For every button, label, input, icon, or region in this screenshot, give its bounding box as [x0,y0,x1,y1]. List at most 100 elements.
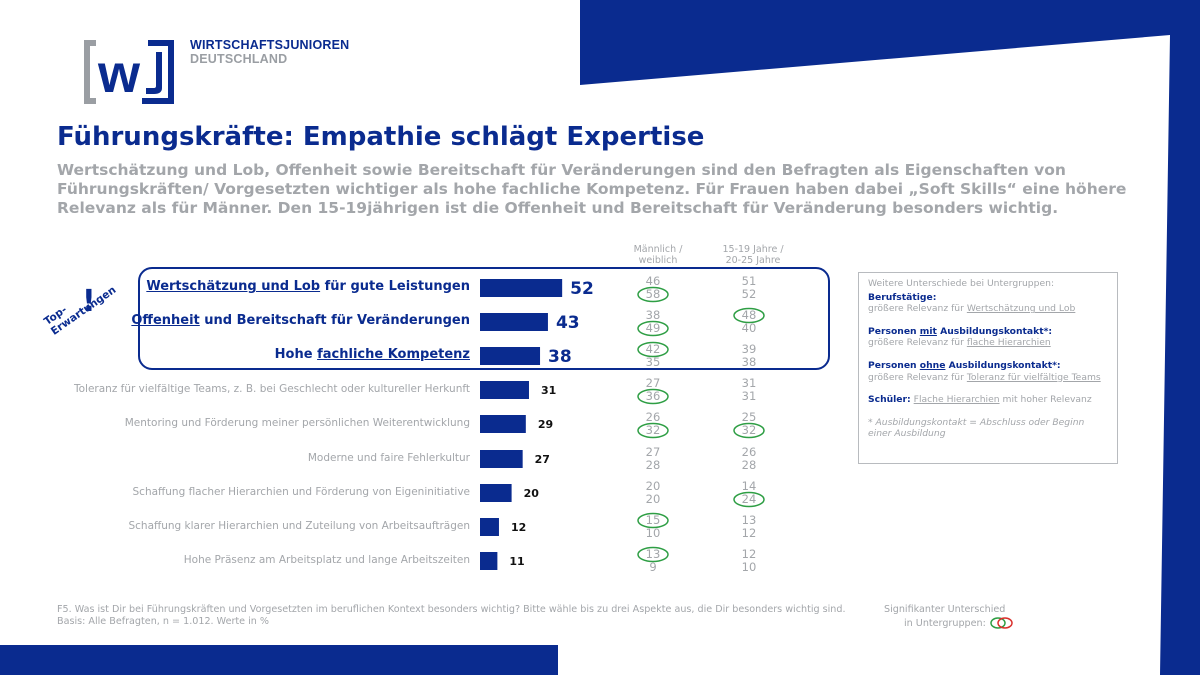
g4-text-c: mit hoher Relevanz [999,394,1092,406]
bar-5 [480,415,526,433]
maennlich-value-8-significance-ring [637,512,669,529]
category-label-6: Moderne und faire Fehlerkultur [307,452,470,464]
subgroup-employees: Berufstätige: größere Relevanz für Werts… [868,292,1108,315]
g2-head-a: Personen [868,325,920,337]
maennlich-value-4: 27 [646,376,661,390]
age-15-19-value-7: 14 [742,479,757,493]
age-20-25-value-5: 32 [742,423,757,437]
maennlich-value-9-significance-ring [637,546,669,563]
category-label-3: Hohe fachliche Kompetenz [275,347,470,362]
g3-head-b: ohne [919,359,946,371]
bar-value-4: 31 [541,384,556,397]
weiblich-value-2: 49 [646,321,661,335]
footer-note: F5. Was ist Dir bei Führungskräften und … [57,604,887,627]
subgroup-intro: Weitere Unterschiede bei Untergruppen: [868,278,1055,289]
maennlich-value-6: 27 [646,445,661,459]
age-20-25-value-5-significance-ring [733,422,765,439]
bar-value-9: 11 [509,555,524,568]
g2-head-b: mit [919,325,937,337]
age-15-19-value-8: 13 [742,513,757,527]
page-subtitle: Wertschätzung und Lob, Offenheit sowie B… [57,161,1127,217]
maennlich-value-2: 38 [646,308,661,322]
subgroup-footnote: * Ausbildungskontakt = Abschluss oder Be… [868,416,1085,440]
g4-head: Schüler: [868,394,911,406]
weiblich-value-7: 20 [646,492,661,506]
g2-head-c: Ausbildungskontakt*: [936,325,1053,337]
age-15-19-value-9: 12 [742,547,757,561]
significance-legend: Signifikanter Unterschied in Untergruppe… [884,604,1015,630]
wj-logo: w [84,40,174,104]
significance-legend-line2: in Untergruppen: [904,617,986,629]
age-20-25-value-8: 12 [742,526,757,540]
g3-text-b: Toleranz für vielfältige Teams [966,371,1101,383]
subgroup-with-training-head: Personen mit Ausbildungskontakt*: [868,326,1108,338]
logo-wordmark: WIRTSCHAFTSJUNIOREN DEUTSCHLAND [190,38,349,66]
subgroup-info-box: Weitere Unterschiede bei Untergruppen: B… [858,272,1118,464]
age-15-19-value-6: 26 [742,445,757,459]
age-20-25-value-9: 10 [742,560,757,574]
category-label-7: Schaffung flacher Hierarchien und Förder… [132,486,471,498]
subgroup-employees-head: Berufstätige: [868,291,937,303]
logo-line2: DEUTSCHLAND [190,52,288,66]
age-20-25-value-7-significance-ring [733,491,765,508]
exclamation-icon: ! [82,284,96,319]
significance-rings-icon [990,616,1013,629]
age-15-19-value-3: 39 [742,342,757,356]
footer-question: F5. Was ist Dir bei Führungskräften und … [57,604,846,615]
weiblich-value-1-significance-ring [637,286,669,303]
weiblich-value-8: 10 [646,526,661,540]
bar-value-5: 29 [538,418,553,431]
g3-head-c: Ausbildungskontakt*: [945,359,1061,371]
bar-value-8: 12 [511,521,526,534]
top-expectations-frame [138,267,830,370]
age-20-25-value-4: 31 [742,389,757,403]
logo-line1: WIRTSCHAFTSJUNIOREN [190,38,350,52]
g3-text-a: größere Relevanz für [868,371,967,383]
maennlich-value-7: 20 [646,479,661,493]
maennlich-value-3-significance-ring [637,341,669,358]
maennlich-value-8: 15 [646,513,661,527]
label-text-post: und Bereitschaft für Veränderungen [199,313,470,328]
age-20-25-value-2: 40 [742,321,757,335]
bar-value-1: 52 [570,279,594,299]
bar-value-6: 27 [535,453,550,466]
bar-4 [480,381,529,399]
g3-head-a: Personen [868,359,920,371]
weiblich-value-5-significance-ring [637,422,669,439]
maennlich-value-5: 26 [646,410,661,424]
bar-9 [480,552,498,570]
header-age: 15-19 Jahre / 20-25 Jahre [716,244,790,266]
bar-value-2: 43 [556,313,580,333]
subgroup-with-training-text: größere Relevanz für flache Hierarchien [868,337,1108,349]
bar-8 [480,518,499,536]
bar-6 [480,450,523,468]
category-label-9: Hohe Präsenz am Arbeitsplatz und lange A… [183,554,470,566]
bar-value-7: 20 [524,487,540,500]
svg-text:w: w [97,44,141,104]
age-15-19-value-1: 51 [742,274,757,288]
footer-basis: Basis: Alle Befragten, n = 1.012. Werte … [57,615,270,627]
bar-value-3: 38 [548,347,572,367]
age-20-25-value-6: 28 [742,458,757,472]
subgroup-employees-text-a: größere Relevanz für [868,303,967,315]
category-label-8: Schaffung klarer Hierarchien und Zuteilu… [128,520,470,532]
weiblich-value-4: 36 [646,389,661,403]
subgroup-employees-text-b: Wertschätzung und Lob [966,303,1076,315]
weiblich-value-4-significance-ring [637,388,669,405]
age-15-19-value-5: 25 [742,410,757,424]
g2-text-b: flache Hierarchien [966,337,1051,349]
age-15-19-value-2-significance-ring [733,307,765,324]
bar-7 [480,484,512,502]
header-age-text: 15-19 Jahre / 20-25 Jahre [722,244,784,266]
maennlich-value-1: 46 [646,274,661,288]
maennlich-value-9: 13 [646,547,661,561]
age-15-19-value-4: 31 [742,376,757,390]
significance-legend-line1: Signifikanter Unterschied [884,604,1006,615]
label-text-emphasis: Offenheit [131,313,200,328]
category-label-4: Toleranz für vielfältige Teams, z. B. be… [73,383,470,395]
subgroup-without-training-text: größere Relevanz für Toleranz für vielfä… [868,372,1108,384]
subgroup-with-training: Personen mit Ausbildungskontakt*: größer… [868,326,1108,349]
g4-text-b: Flache Hierarchien [913,394,1000,406]
